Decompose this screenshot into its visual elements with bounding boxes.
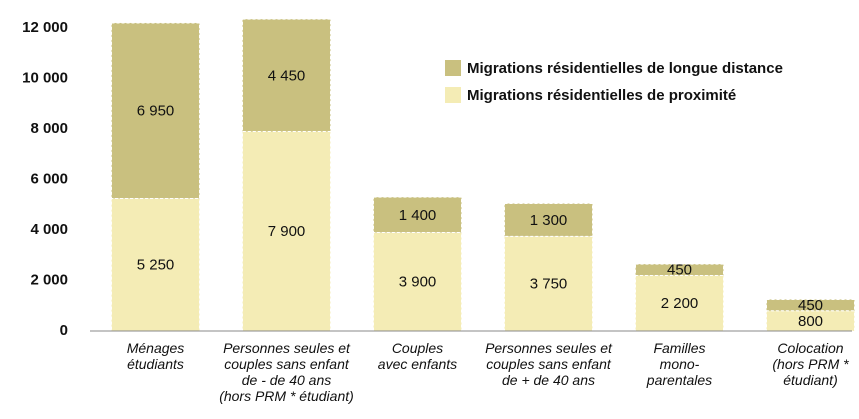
bar-segment — [373, 232, 462, 332]
y-tick-label: 6 000 — [30, 170, 68, 187]
y-tick-label: 2 000 — [30, 271, 68, 288]
x-tick-label: Ménages étudiants — [127, 340, 185, 372]
value-label: 1 300 — [530, 212, 568, 229]
x-tick-label: Personnes seules et couples sans enfant de… — [219, 340, 354, 404]
value-label: 800 — [798, 313, 823, 330]
value-label: 3 900 — [399, 274, 437, 291]
bar-segment — [635, 274, 724, 332]
bar-segment — [373, 196, 462, 234]
y-tick-label: 8 000 — [30, 120, 68, 137]
bar-segment — [242, 18, 331, 133]
bar-segment — [111, 197, 200, 332]
x-tick-label: Personnes seules et couples sans enfant de… — [485, 340, 613, 388]
value-label: 3 750 — [530, 276, 568, 293]
bar-segment — [504, 202, 593, 237]
bar-segment — [111, 22, 200, 199]
y-tick-label: 0 — [60, 322, 68, 339]
y-tick-label: 12 000 — [22, 19, 68, 36]
bar-segment — [766, 298, 855, 312]
value-label: 5 250 — [137, 257, 175, 274]
value-label: 450 — [798, 297, 823, 314]
x-tick-label: Colocation (hors PRM * étudiant) — [772, 340, 849, 388]
legend-label: Migrations résidentielles de longue dist… — [467, 60, 783, 77]
value-label: 6 950 — [137, 103, 175, 120]
x-tick-label: Familles mono-parentales — [646, 340, 712, 388]
x-tick-label: Couples avec enfants — [378, 340, 457, 372]
y-tick-label: 10 000 — [22, 69, 68, 86]
value-label: 2 200 — [661, 295, 699, 312]
value-label: 450 — [667, 262, 692, 279]
legend-label: Migrations résidentielles de proximité — [467, 87, 736, 104]
bar-segment — [635, 263, 724, 276]
legend-swatch — [445, 60, 461, 76]
legend-swatch — [445, 87, 461, 103]
value-label: 4 450 — [268, 67, 306, 84]
value-label: 7 900 — [268, 223, 306, 240]
value-label: 1 400 — [399, 207, 437, 224]
bar-segment — [242, 131, 331, 332]
y-tick-label: 4 000 — [30, 221, 68, 238]
